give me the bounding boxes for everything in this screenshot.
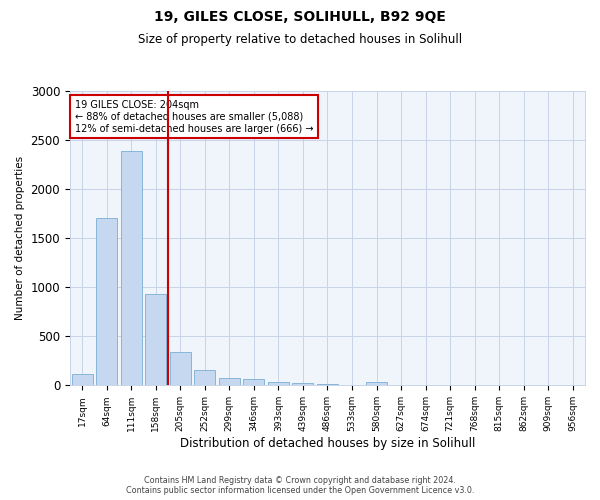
- Bar: [145, 294, 166, 386]
- Bar: [317, 384, 338, 386]
- Text: Size of property relative to detached houses in Solihull: Size of property relative to detached ho…: [138, 32, 462, 46]
- Bar: [194, 370, 215, 386]
- Bar: [268, 382, 289, 386]
- Y-axis label: Number of detached properties: Number of detached properties: [15, 156, 25, 320]
- Bar: [170, 352, 191, 386]
- Bar: [96, 218, 117, 386]
- Bar: [292, 384, 313, 386]
- Bar: [244, 380, 264, 386]
- Bar: [72, 374, 92, 386]
- X-axis label: Distribution of detached houses by size in Solihull: Distribution of detached houses by size …: [180, 437, 475, 450]
- Bar: [121, 151, 142, 386]
- Bar: [366, 382, 387, 386]
- Text: 19, GILES CLOSE, SOLIHULL, B92 9QE: 19, GILES CLOSE, SOLIHULL, B92 9QE: [154, 10, 446, 24]
- Text: Contains HM Land Registry data © Crown copyright and database right 2024.
Contai: Contains HM Land Registry data © Crown c…: [126, 476, 474, 495]
- Text: 19 GILES CLOSE: 204sqm
← 88% of detached houses are smaller (5,088)
12% of semi-: 19 GILES CLOSE: 204sqm ← 88% of detached…: [75, 100, 314, 134]
- Bar: [219, 378, 240, 386]
